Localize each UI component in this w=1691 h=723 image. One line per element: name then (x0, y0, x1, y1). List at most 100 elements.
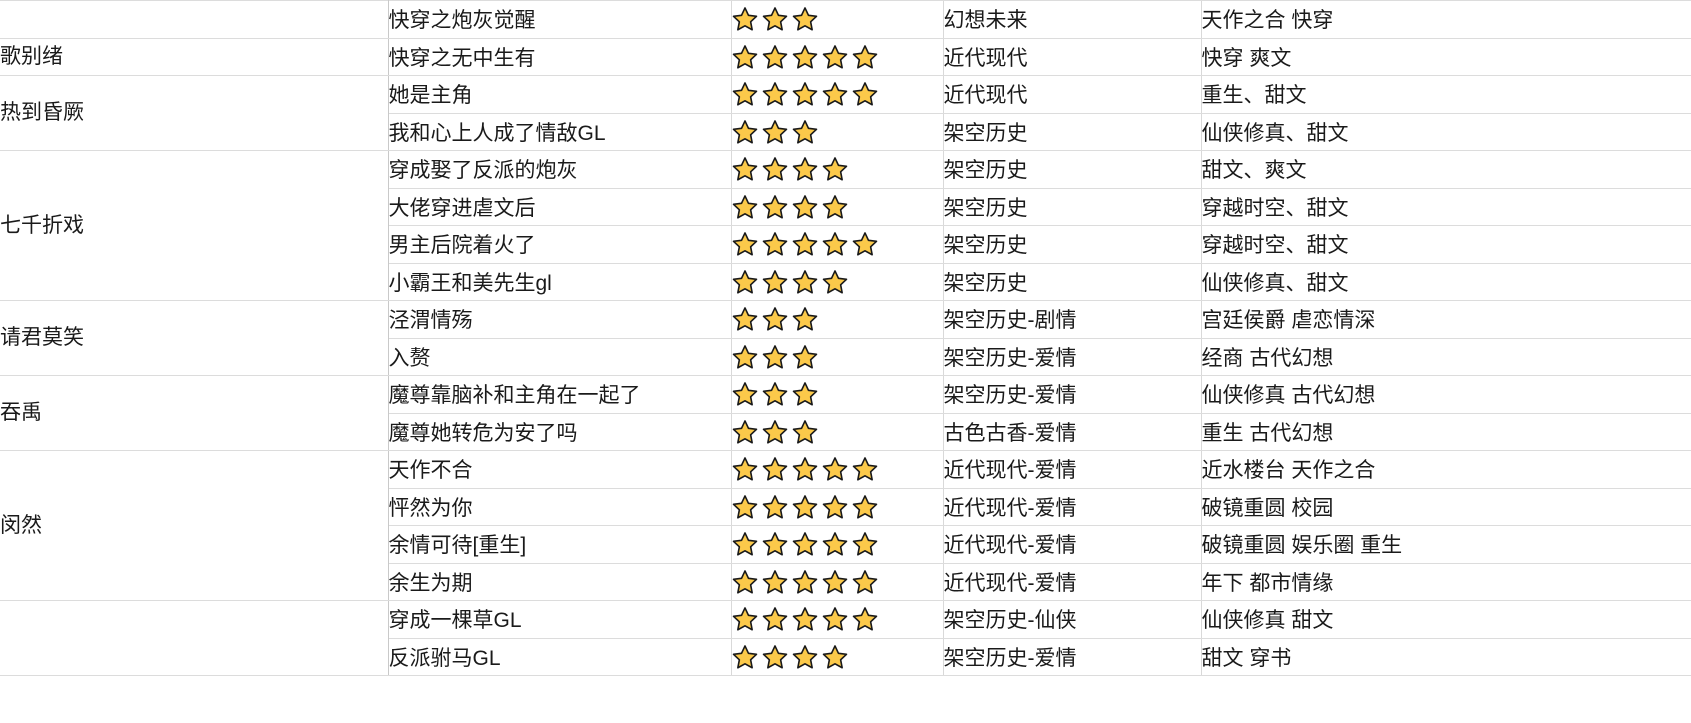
star-rating (732, 531, 882, 557)
star-rating (732, 456, 882, 482)
rating-cell (730, 37, 943, 76)
tags-cell: 天作之合 快穿 (1200, 0, 1691, 39)
title-cell: 魔尊她转危为安了吗 (387, 412, 731, 451)
star-rating (732, 306, 822, 332)
table-row: 吞禹 魔尊靠脑补和主角在一起了 架空历史-爱情 仙侠修真 古代幻想 (0, 375, 1691, 451)
rating-cell (730, 562, 943, 601)
star-icon (852, 44, 878, 70)
genre-cell: 近代现代-爱情 (942, 525, 1201, 564)
star-icon (822, 194, 848, 220)
tags-cell: 经商 古代幻想 (1200, 337, 1691, 376)
star-icon (732, 269, 758, 295)
tags-cell: 年下 都市情缘 (1200, 562, 1691, 601)
table-row: 七千折戏 穿成娶了反派的炮灰 架空历史 甜文、爽文 (0, 150, 1691, 301)
tags-cell: 甜文、爽文 (1200, 150, 1691, 189)
table-row: 余情可待[重生] 近代现代-爱情 破镜重圆 娱乐圈 重生 (0, 525, 1691, 564)
title-cell: 穿成一棵草GL (387, 600, 731, 639)
table-row: 快穿之炮灰觉醒 幻想未来 天作之合 快穿 (0, 0, 1691, 39)
star-icon (762, 44, 788, 70)
star-icon (762, 344, 788, 370)
star-rating (732, 194, 852, 220)
title-cell: 穿成娶了反派的炮灰 (387, 150, 731, 189)
star-icon (852, 456, 878, 482)
star-icon (792, 306, 818, 332)
rating-cell (730, 262, 943, 301)
author-cell: 热到昏厥 (0, 75, 389, 151)
genre-cell: 幻想未来 (942, 0, 1201, 39)
genre-cell: 古色古香-爱情 (942, 412, 1201, 451)
star-rating (732, 119, 822, 145)
star-icon (732, 381, 758, 407)
star-icon (792, 456, 818, 482)
star-icon (792, 231, 818, 257)
star-icon (762, 531, 788, 557)
star-icon (792, 194, 818, 220)
star-icon (762, 419, 788, 445)
rating-cell (730, 187, 943, 226)
title-cell: 大佬穿进虐文后 (387, 187, 731, 226)
tags-cell: 重生 古代幻想 (1200, 412, 1691, 451)
genre-cell: 近代现代-爱情 (942, 562, 1201, 601)
star-icon (762, 231, 788, 257)
tags-cell: 近水楼台 天作之合 (1200, 450, 1691, 489)
star-rating (732, 381, 822, 407)
genre-cell: 架空历史 (942, 150, 1201, 189)
star-icon (732, 119, 758, 145)
rating-cell (730, 112, 943, 151)
star-icon (792, 644, 818, 670)
star-icon (792, 381, 818, 407)
tags-cell: 破镜重圆 校园 (1200, 487, 1691, 526)
genre-cell: 近代现代 (942, 37, 1201, 76)
table-row: 我和心上人成了情敌GL 架空历史 仙侠修真、甜文 (0, 112, 1691, 151)
rating-cell (730, 75, 943, 114)
rating-cell (730, 412, 943, 451)
author-cell: 歌别绪 (0, 37, 389, 76)
star-rating (732, 494, 882, 520)
tags-cell: 仙侠修真 古代幻想 (1200, 375, 1691, 414)
star-icon (732, 156, 758, 182)
title-cell: 天作不合 (387, 450, 731, 489)
tags-cell: 穿越时空、甜文 (1200, 187, 1691, 226)
title-cell: 魔尊靠脑补和主角在一起了 (387, 375, 731, 414)
genre-cell: 架空历史-爱情 (942, 375, 1201, 414)
title-cell: 小霸王和美先生gl (387, 262, 731, 301)
author-cell (0, 0, 389, 39)
table-row: 穿成一棵草GL 架空历史-仙侠 仙侠修真 甜文 (0, 600, 1691, 676)
star-icon (762, 606, 788, 632)
star-icon (792, 269, 818, 295)
star-icon (852, 231, 878, 257)
star-icon (822, 531, 848, 557)
star-rating (732, 156, 852, 182)
star-icon (822, 231, 848, 257)
star-icon (792, 569, 818, 595)
genre-cell: 近代现代-爱情 (942, 487, 1201, 526)
author-cell: 请君莫笑 (0, 300, 389, 376)
tags-cell: 宫廷侯爵 虐恋情深 (1200, 300, 1691, 339)
table-row: 魔尊她转危为安了吗 古色古香-爱情 重生 古代幻想 (0, 412, 1691, 451)
genre-cell: 架空历史 (942, 112, 1201, 151)
table-row: 闵然 天作不合 近代现代-爱情 近水楼台 天作之合 (0, 450, 1691, 601)
star-icon (732, 419, 758, 445)
star-icon (762, 381, 788, 407)
rating-cell (730, 525, 943, 564)
star-icon (792, 119, 818, 145)
star-icon (762, 194, 788, 220)
author-cell: 吞禹 (0, 375, 389, 451)
star-icon (732, 81, 758, 107)
title-cell: 她是主角 (387, 75, 731, 114)
rating-cell (730, 600, 943, 639)
rating-cell (730, 487, 943, 526)
title-cell: 余生为期 (387, 562, 731, 601)
tags-cell: 仙侠修真 甜文 (1200, 600, 1691, 639)
rating-cell (730, 375, 943, 414)
tags-cell: 仙侠修真、甜文 (1200, 112, 1691, 151)
star-icon (822, 569, 848, 595)
genre-cell: 架空历史-爱情 (942, 337, 1201, 376)
star-icon (822, 456, 848, 482)
star-icon (822, 644, 848, 670)
title-cell: 入赘 (387, 337, 731, 376)
rating-cell (730, 637, 943, 676)
star-icon (732, 644, 758, 670)
genre-cell: 近代现代-爱情 (942, 450, 1201, 489)
rating-cell (730, 450, 943, 489)
